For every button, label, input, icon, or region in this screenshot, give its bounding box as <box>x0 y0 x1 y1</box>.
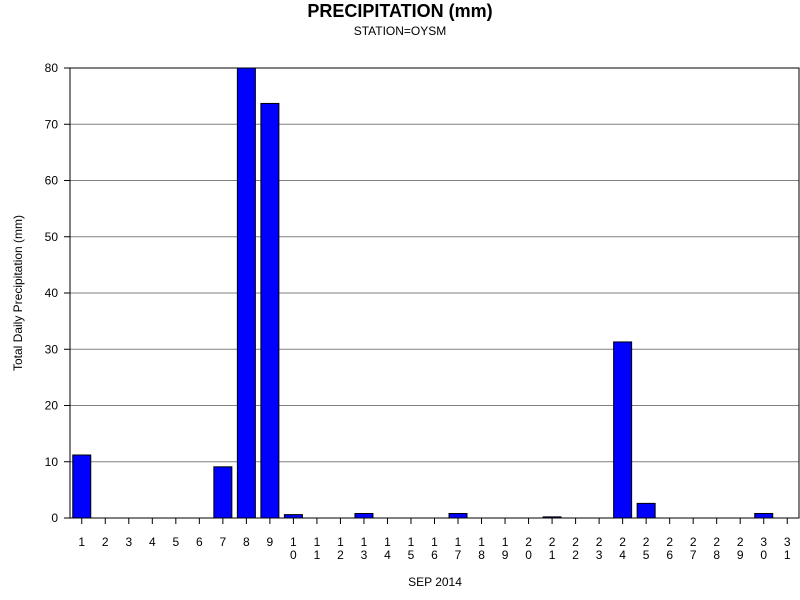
bar-day-8 <box>236 67 256 519</box>
bars <box>72 67 774 519</box>
x-tick-label: 6 <box>196 535 203 549</box>
x-tick-label: 5 <box>172 535 179 549</box>
chart-subtitle: STATION=OYSM <box>354 24 447 38</box>
y-tick-label: 10 <box>45 455 59 469</box>
x-tick-label: 2 <box>102 535 109 549</box>
chart-title: PRECIPITATION (mm) <box>307 1 492 21</box>
y-tick-label: 50 <box>45 230 59 244</box>
y-tick-label: 60 <box>45 174 59 188</box>
x-tick-label: 3 <box>125 535 132 549</box>
bar-day-17 <box>448 513 468 519</box>
y-axis-ticks: 0 10 20 30 40 50 60 70 80 <box>45 61 70 525</box>
x-tick-label: 7 <box>220 535 227 549</box>
bar-day-13 <box>354 513 374 519</box>
y-tick-label: 0 <box>51 511 58 525</box>
bar-day-1 <box>72 454 92 519</box>
bar-day-10 <box>283 514 303 519</box>
y-tick-label: 80 <box>45 61 59 75</box>
bar-day-9 <box>260 102 280 519</box>
gridlines <box>70 67 799 463</box>
x-axis-ticks: 1 2 3 4 5 6 7 8 9 1 01 11 21 31 41 51 61 71 81 92 02 12 22 32 42… <box>78 518 791 562</box>
y-axis-label: Total Daily Precipitation (mm) <box>11 215 25 371</box>
x-tick-label: 9 <box>267 535 274 549</box>
x-tick-label: 4 <box>149 535 156 549</box>
bar-day-25 <box>636 502 656 519</box>
bar-day-24 <box>613 341 633 519</box>
bar-day-30 <box>754 513 774 519</box>
y-tick-label: 70 <box>45 117 59 131</box>
y-tick-label: 40 <box>45 286 59 300</box>
bar-day-7 <box>213 466 233 519</box>
y-tick-label: 20 <box>45 399 59 413</box>
x-tick-label: 1 <box>78 535 85 549</box>
x-tick-label: 8 <box>243 535 250 549</box>
y-tick-label: 30 <box>45 342 59 356</box>
x-axis-label: SEP 2014 <box>408 575 462 589</box>
